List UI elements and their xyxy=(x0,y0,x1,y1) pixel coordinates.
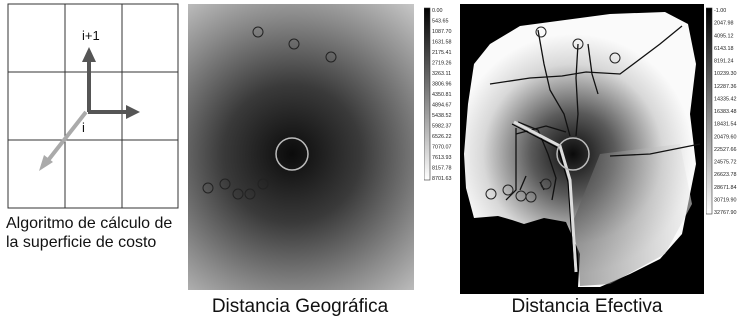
effective-legend-value: 32767.90 xyxy=(714,210,736,216)
destination-points xyxy=(485,26,621,203)
grid-lines xyxy=(7,3,179,209)
geographic-legend-value: 6526.22 xyxy=(432,134,452,140)
effective-legend-value: 16383.48 xyxy=(714,109,736,115)
road-network xyxy=(489,25,701,201)
effective-distance-map xyxy=(460,4,704,294)
effective-caption: Distancia Efectiva xyxy=(511,296,663,317)
geographic-legend-value: 543.65 xyxy=(432,19,449,25)
effective-legend-value: 12287.36 xyxy=(714,84,736,90)
geographic-legend-value: 1631.58 xyxy=(432,40,452,46)
effective-legend-value: 26623.78 xyxy=(714,172,736,178)
effective-legend-value: 10239.30 xyxy=(714,71,736,77)
effective-legend-labels: -1.00 2047.98 4095.12 6143.18 8191.24 10239.3… xyxy=(714,8,736,216)
geographic-legend-value: 1087.70 xyxy=(432,29,452,35)
effective-legend-value: 8191.24 xyxy=(714,59,734,65)
effective-legend-bar xyxy=(706,7,713,215)
geographic-legend-value: 8157.78 xyxy=(432,166,452,172)
effective-legend-value: 22527.66 xyxy=(714,147,736,153)
geographic-legend-value: 3806.96 xyxy=(432,82,452,88)
effective-legend-value: 30719.90 xyxy=(714,197,736,203)
effective-legend-value: 24575.72 xyxy=(714,160,736,166)
effective-legend-value: -1.00 xyxy=(714,8,726,14)
geographic-caption: Distancia Geográfica xyxy=(211,296,389,317)
geographic-legend-value: 4894.67 xyxy=(432,103,452,109)
geographic-legend-value: 7613.93 xyxy=(432,155,452,161)
barrier-line xyxy=(513,120,578,273)
label-i-plus-1: i+1 xyxy=(82,28,100,43)
geographic-legend-bar xyxy=(424,7,431,181)
geographic-legend-value: 2719.26 xyxy=(432,61,452,67)
geographic-legend-value: 8701.63 xyxy=(432,176,452,182)
effective-legend-value: 14335.42 xyxy=(714,96,736,102)
label-i: i xyxy=(82,120,85,135)
geographic-legend-value: 5438.52 xyxy=(432,113,452,119)
geographic-distance-map xyxy=(188,4,414,290)
effective-legend-value: 18431.54 xyxy=(714,122,736,128)
geographic-surface xyxy=(188,4,414,290)
geographic-legend-labels: 0.00 543.65 1087.70 1631.58 2175.41 2719.26 32… xyxy=(432,8,452,182)
geographic-legend-value: 7070.07 xyxy=(432,145,452,151)
geographic-legend-value: 2175.41 xyxy=(432,50,452,56)
origin-circle xyxy=(556,137,590,171)
grid-diagram: i+1 i xyxy=(7,3,179,209)
barrier-line-edge xyxy=(511,123,575,275)
effective-legend-value: 2047.98 xyxy=(714,21,734,27)
effective-legend-value: 6143.18 xyxy=(714,46,734,52)
geographic-legend-value: 4350.81 xyxy=(432,92,452,98)
effective-legend-value: 20479.60 xyxy=(714,134,736,140)
effective-right-lobe xyxy=(572,144,692,286)
geographic-legend-value: 5982.37 xyxy=(432,124,452,130)
effective-legend-value: 28671.84 xyxy=(714,185,736,191)
arrow-diagonal-icon xyxy=(39,110,88,171)
geographic-legend-value: 0.00 xyxy=(432,8,443,14)
geographic-legend: 0.00 543.65 1087.70 1631.58 2175.41 2719.26 32… xyxy=(424,7,452,182)
origin-circle xyxy=(275,137,309,171)
arrow-up-icon xyxy=(82,47,96,112)
algorithm-caption: Algoritmo de cálculo de la superficie de… xyxy=(6,215,173,251)
arrow-right-icon xyxy=(88,105,140,119)
geographic-legend-value: 3263.11 xyxy=(432,71,451,77)
effective-legend: -1.00 2047.98 4095.12 6143.18 8191.24 10239.3… xyxy=(706,7,736,216)
destination-points xyxy=(202,26,337,200)
effective-legend-value: 4095.12 xyxy=(714,33,734,39)
